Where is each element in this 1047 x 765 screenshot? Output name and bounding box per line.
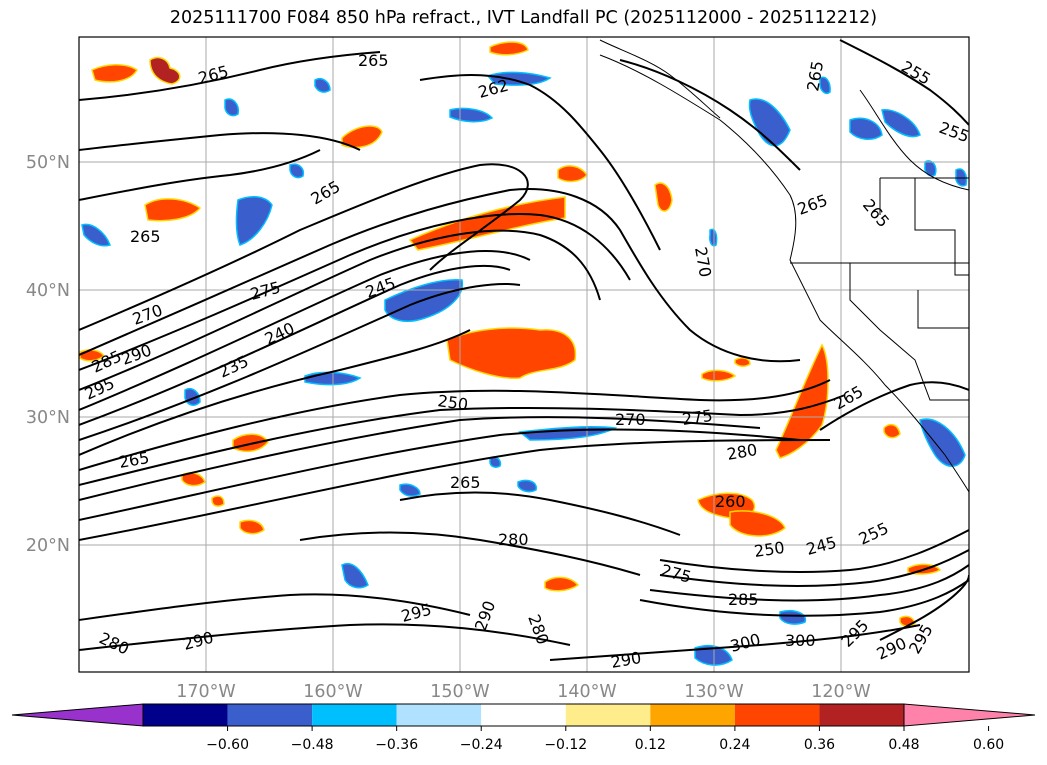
colorbar-frame bbox=[142, 703, 905, 727]
colorbar-segment bbox=[396, 704, 482, 726]
contour-label: 285 bbox=[728, 590, 759, 609]
colorbar-segment bbox=[734, 704, 820, 726]
contour-label: 265 bbox=[450, 473, 481, 492]
longitude-labels: 170°W 160°W 150°W 140°W 130°W 120°W bbox=[176, 682, 870, 702]
colorbar-tick-label: −0.24 bbox=[460, 737, 503, 753]
colorbar-segment bbox=[143, 704, 228, 726]
contour-lines bbox=[79, 39, 969, 661]
colorbar-tick-label: 0.48 bbox=[888, 737, 919, 753]
colorbar-tick-label: −0.60 bbox=[206, 737, 249, 753]
lon-label-130w: 130°W bbox=[684, 682, 743, 702]
contour-label: 250 bbox=[436, 391, 469, 414]
contour-label: 265 bbox=[358, 51, 389, 70]
lon-label-140w: 140°W bbox=[557, 682, 616, 702]
lat-label-50n: 50°N bbox=[26, 153, 70, 173]
lat-label-40n: 40°N bbox=[26, 281, 70, 301]
map-plot: 265 265 265 262 255 255 265 265 265 270 … bbox=[79, 37, 969, 672]
colorbar-segment bbox=[481, 704, 566, 726]
lat-label-20n: 20°N bbox=[26, 536, 70, 556]
contour-label: 270 bbox=[615, 410, 646, 429]
colorbar-segment bbox=[227, 704, 313, 726]
contour-label: 275 bbox=[681, 406, 714, 429]
colorbar-segment bbox=[650, 704, 735, 726]
latitude-labels: 50°N 40°N 30°N 20°N bbox=[26, 153, 70, 556]
map-title: 2025111700 F084 850 hPa refract., IVT La… bbox=[169, 8, 878, 28]
colorbar-tick-label: −0.12 bbox=[544, 737, 587, 753]
lat-label-30n: 30°N bbox=[26, 408, 70, 428]
colorbar-segment bbox=[312, 704, 397, 726]
colorbar-tick-label: −0.36 bbox=[375, 737, 418, 753]
colorbar-segment bbox=[565, 704, 651, 726]
lon-label-170w: 170°W bbox=[176, 682, 235, 702]
lon-label-120w: 120°W bbox=[811, 682, 870, 702]
colorbar-tick-label: 0.12 bbox=[635, 737, 666, 753]
colorbar-tick-label: 0.24 bbox=[719, 737, 750, 753]
contour-label: 300 bbox=[785, 631, 816, 650]
lon-label-160w: 160°W bbox=[303, 682, 362, 702]
lon-label-150w: 150°W bbox=[430, 682, 489, 702]
contour-label: 265 bbox=[130, 227, 161, 246]
coastlines bbox=[599, 39, 969, 493]
colorbar: −0.60 −0.48 −0.36 −0.24 −0.12 0.12 0.24 0.36 0.4… bbox=[11, 703, 1036, 753]
contour-label: 250 bbox=[753, 538, 786, 561]
plot-frame bbox=[78, 36, 970, 673]
colorbar-extension-low bbox=[11, 703, 144, 727]
colorbar-segment bbox=[819, 704, 904, 726]
contour-label: 280 bbox=[498, 530, 529, 549]
contour-label: 260 bbox=[715, 492, 746, 511]
colorbar-tick-label: 0.36 bbox=[804, 737, 835, 753]
colorbar-extension-high bbox=[903, 703, 1036, 727]
colorbar-tick-label: −0.48 bbox=[291, 737, 334, 753]
colorbar-tick-label: 0.60 bbox=[973, 737, 1004, 753]
